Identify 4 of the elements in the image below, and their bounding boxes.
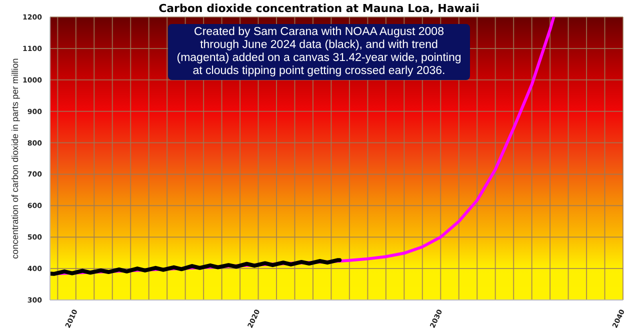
y-axis-title: concentration of carbon dioxide in parts per million bbox=[10, 58, 20, 259]
chart-title: Carbon dioxide concentration at Mauna Loa, Hawaii bbox=[158, 1, 480, 15]
annotation: Created by Sam Carana with NOAA August 2008 through June 2024 data (black), and with trend (magenta) added on a canvas 31.42-year wide, pointing at clouds tipping point getting crossed early 2036. bbox=[168, 24, 470, 80]
line-series bbox=[50, 258, 342, 276]
